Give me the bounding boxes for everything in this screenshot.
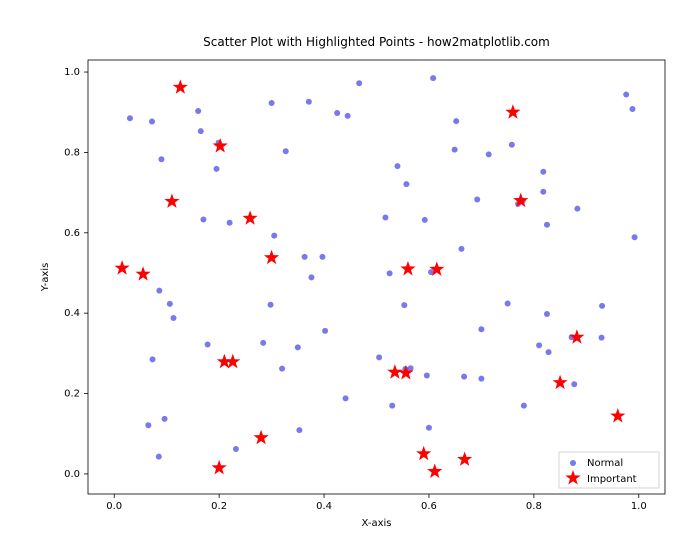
- normal-point: [461, 374, 467, 380]
- normal-point: [478, 376, 484, 382]
- normal-point: [343, 395, 349, 401]
- normal-point: [171, 315, 177, 321]
- x-tick-label: 0.2: [211, 501, 227, 512]
- normal-point: [422, 217, 428, 223]
- normal-point: [302, 254, 308, 260]
- normal-point: [233, 446, 239, 452]
- normal-point: [574, 206, 580, 212]
- normal-point: [376, 354, 382, 360]
- normal-point: [167, 301, 173, 307]
- normal-point: [424, 372, 430, 378]
- normal-point: [279, 366, 285, 372]
- x-tick-label: 0.4: [316, 501, 332, 512]
- y-axis-label: Y-axis: [40, 263, 51, 293]
- normal-point: [623, 92, 629, 98]
- normal-point: [540, 169, 546, 175]
- normal-point: [158, 156, 164, 162]
- normal-point: [271, 233, 277, 239]
- normal-point: [334, 110, 340, 116]
- normal-point: [403, 181, 409, 187]
- normal-point: [426, 425, 432, 431]
- normal-point: [308, 274, 314, 280]
- y-tick-label: 0.6: [64, 228, 80, 239]
- chart-container: 0.0 0.2 0.4 0.6 0.8 1.0 0.0 0.2 0.4 0.6 0.8 1.0 X-ax…: [0, 0, 700, 560]
- x-tick-label: 0.6: [421, 501, 437, 512]
- legend-marker-normal: [570, 460, 576, 466]
- y-tick-label: 0.2: [64, 389, 80, 400]
- normal-point: [149, 118, 155, 124]
- normal-point: [295, 344, 301, 350]
- x-tick-label: 1.0: [631, 501, 647, 512]
- x-tick-label: 0.0: [106, 501, 122, 512]
- normal-point: [127, 115, 133, 121]
- x-axis-label: X-axis: [362, 518, 392, 529]
- normal-point: [521, 403, 527, 409]
- normal-point: [156, 288, 162, 294]
- normal-point: [283, 148, 289, 154]
- normal-point: [296, 427, 302, 433]
- normal-point: [214, 166, 220, 172]
- normal-point: [478, 326, 484, 332]
- normal-point: [260, 340, 266, 346]
- normal-point: [458, 246, 464, 252]
- normal-point: [546, 349, 552, 355]
- normal-point: [408, 365, 414, 371]
- y-tick-label: 0.0: [64, 469, 80, 480]
- normal-point: [401, 302, 407, 308]
- normal-point: [629, 106, 635, 112]
- normal-point: [544, 311, 550, 317]
- normal-point: [319, 254, 325, 260]
- normal-point: [227, 220, 233, 226]
- normal-point: [195, 108, 201, 114]
- normal-point: [571, 381, 577, 387]
- legend-label-normal: Normal: [587, 458, 623, 469]
- normal-point: [389, 403, 395, 409]
- plot-spines: [88, 60, 665, 494]
- normal-point: [322, 328, 328, 334]
- normal-point: [632, 234, 638, 240]
- normal-point: [509, 142, 515, 148]
- normal-point: [505, 301, 511, 307]
- normal-point: [536, 342, 542, 348]
- normal-point: [540, 189, 546, 195]
- normal-point: [200, 217, 206, 223]
- chart-title: Scatter Plot with Highlighted Points - h…: [203, 35, 550, 49]
- normal-point: [430, 75, 436, 81]
- normal-point: [599, 335, 605, 341]
- normal-point: [198, 128, 204, 134]
- normal-point: [205, 342, 211, 348]
- legend-label-important: Important: [587, 474, 637, 485]
- normal-point: [268, 302, 274, 308]
- normal-point: [269, 100, 275, 106]
- normal-point: [356, 80, 362, 86]
- normal-point: [453, 118, 459, 124]
- normal-point: [150, 356, 156, 362]
- normal-point: [486, 151, 492, 157]
- x-tick-label: 0.8: [526, 501, 542, 512]
- normal-point: [345, 113, 351, 119]
- normal-point: [306, 99, 312, 105]
- normal-point: [387, 270, 393, 276]
- y-tick-label: 0.4: [64, 308, 80, 319]
- normal-point: [162, 416, 168, 422]
- scatter-chart: 0.0 0.2 0.4 0.6 0.8 1.0 0.0 0.2 0.4 0.6 0.8 1.0 X-ax…: [0, 0, 700, 560]
- y-tick-label: 1.0: [64, 67, 80, 78]
- normal-point: [156, 454, 162, 460]
- y-tick-label: 0.8: [64, 147, 80, 158]
- normal-point: [394, 163, 400, 169]
- normal-point: [452, 147, 458, 153]
- normal-point: [544, 222, 550, 228]
- normal-point: [145, 422, 151, 428]
- normal-point: [382, 215, 388, 221]
- normal-point: [474, 196, 480, 202]
- normal-point: [599, 303, 605, 309]
